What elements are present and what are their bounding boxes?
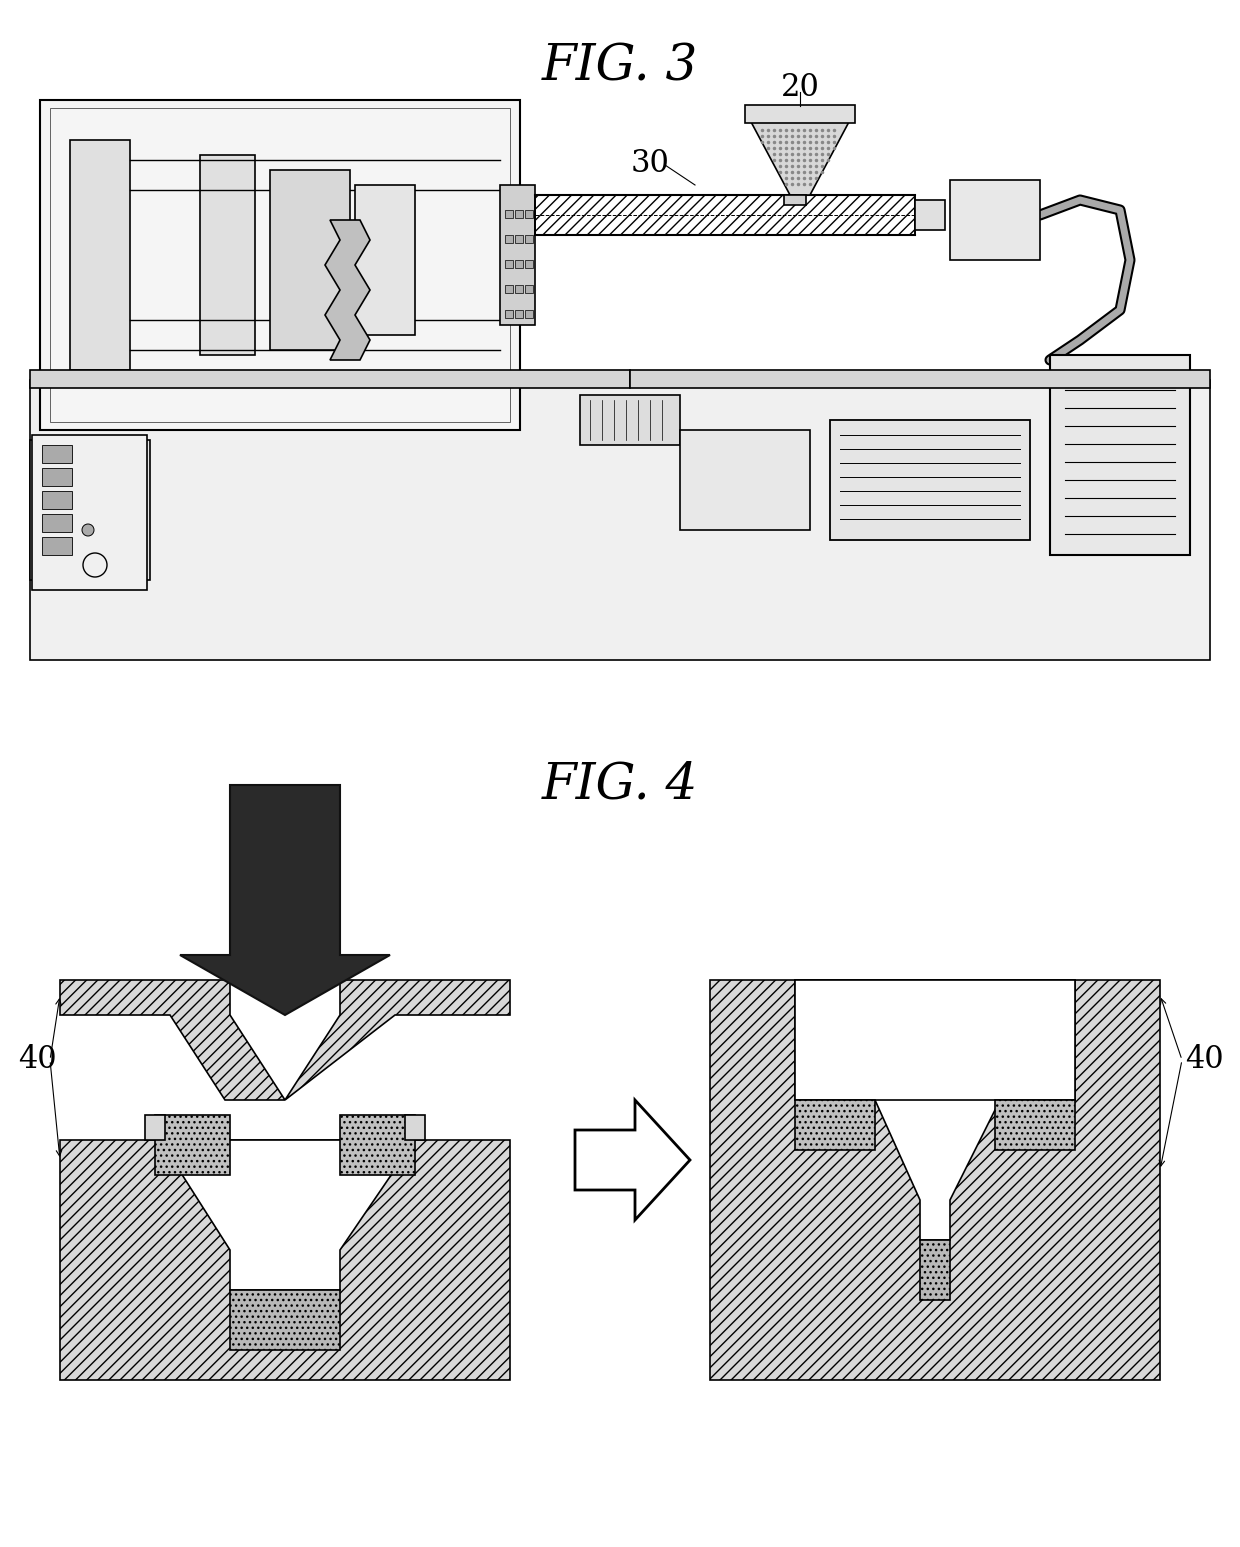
Polygon shape (325, 220, 370, 360)
Bar (42, 446, 72, 463)
Bar (270, 170, 350, 350)
Polygon shape (795, 979, 1075, 1241)
Bar (534, 195, 915, 235)
Polygon shape (285, 979, 510, 1100)
Bar (38, 543, 68, 558)
Bar (505, 235, 513, 243)
Text: 20: 20 (780, 73, 820, 104)
Bar (155, 1115, 229, 1176)
Bar (42, 537, 72, 555)
Bar (505, 210, 513, 218)
Bar (525, 285, 533, 292)
Text: FIG. 3: FIG. 3 (542, 42, 698, 91)
Bar (42, 490, 72, 509)
Bar (920, 1241, 950, 1299)
Text: 40: 40 (1185, 1044, 1224, 1075)
Bar (525, 210, 533, 218)
Bar (340, 1115, 415, 1176)
Bar (32, 435, 148, 589)
Bar (784, 195, 806, 206)
Bar (525, 260, 533, 268)
Bar (580, 394, 680, 446)
Bar (60, 1140, 510, 1380)
Bar (680, 430, 810, 531)
Bar (355, 186, 415, 336)
Bar (42, 514, 72, 532)
Bar (50, 108, 510, 422)
Polygon shape (180, 784, 391, 1015)
Bar (515, 309, 523, 319)
Bar (38, 455, 68, 470)
Bar (78, 520, 98, 540)
Bar (950, 179, 1040, 260)
Bar (515, 235, 523, 243)
Bar (745, 105, 856, 124)
Bar (200, 155, 255, 354)
Bar (38, 476, 68, 493)
Bar (994, 1100, 1075, 1149)
Polygon shape (575, 1100, 689, 1221)
Bar (69, 139, 130, 370)
Bar (830, 419, 1030, 540)
Bar (515, 260, 523, 268)
Text: 30: 30 (631, 149, 670, 179)
Bar (229, 1290, 340, 1351)
Bar (711, 979, 1159, 1380)
Bar (515, 210, 523, 218)
Bar (38, 521, 68, 537)
Text: 40: 40 (19, 1044, 57, 1075)
Bar (500, 186, 534, 325)
Circle shape (82, 524, 94, 535)
Bar (795, 979, 1075, 1100)
Bar (38, 500, 68, 515)
Polygon shape (155, 1140, 415, 1290)
Bar (525, 235, 533, 243)
Bar (42, 469, 72, 486)
Bar (145, 1115, 165, 1140)
Bar (30, 370, 630, 388)
Bar (795, 1100, 875, 1149)
Bar (30, 381, 1210, 661)
Bar (40, 101, 520, 430)
Bar (515, 285, 523, 292)
Bar (915, 200, 945, 231)
Bar (505, 260, 513, 268)
Bar (505, 309, 513, 319)
Bar (525, 309, 533, 319)
Bar (505, 285, 513, 292)
Polygon shape (750, 121, 849, 195)
Bar (534, 195, 915, 235)
Bar (630, 370, 1210, 388)
Bar (405, 1115, 425, 1140)
Bar (30, 439, 150, 580)
Polygon shape (60, 979, 285, 1100)
Text: FIG. 4: FIG. 4 (542, 760, 698, 809)
Bar (1050, 354, 1190, 555)
